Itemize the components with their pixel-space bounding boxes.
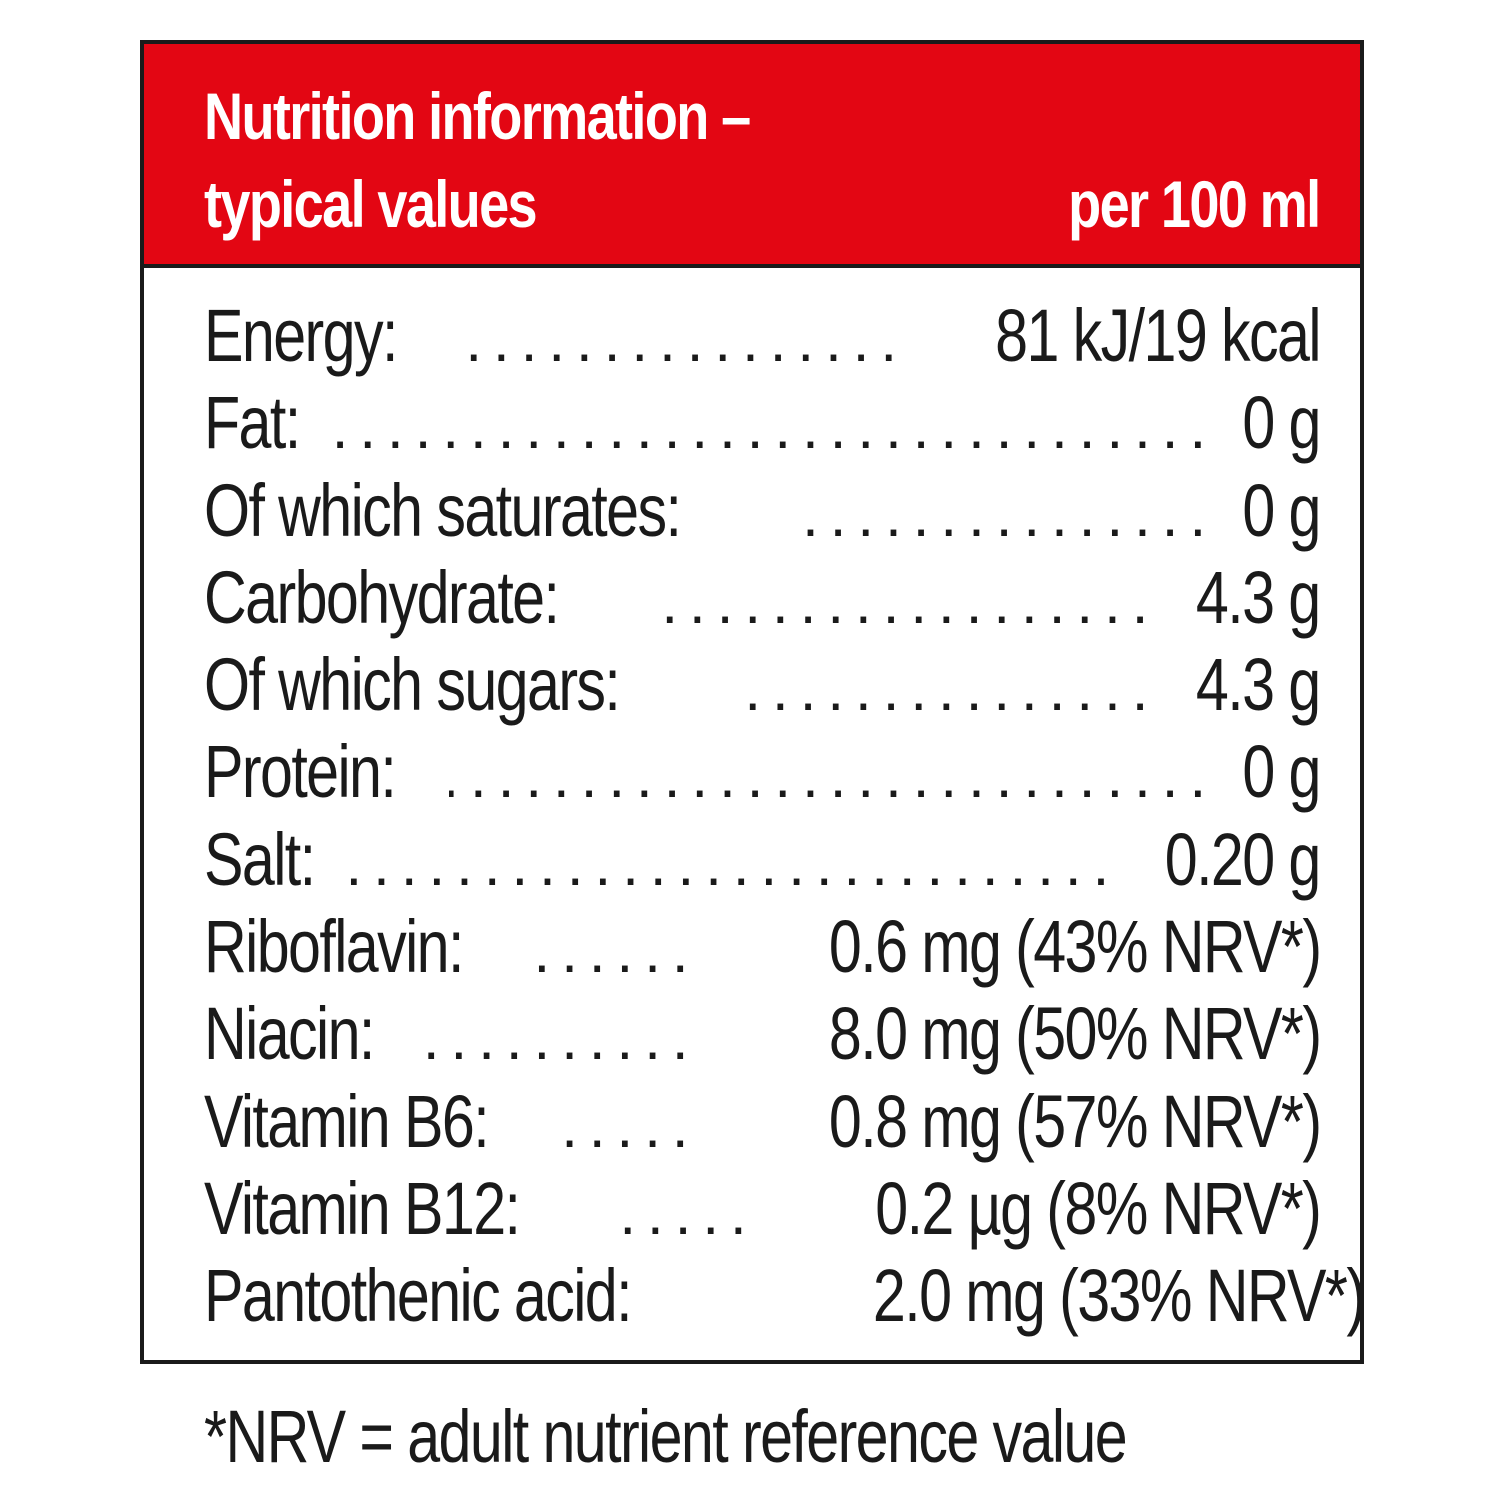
- row-value: 0.8 mg (57% NRV*): [828, 1079, 1321, 1163]
- row-value: 81 kJ/19 kcal: [995, 294, 1321, 377]
- dot-leader: ........................................…: [449, 743, 1218, 811]
- row-label: Vitamin B12:: [204, 1166, 521, 1250]
- row-label: Protein:: [204, 730, 397, 814]
- row-value: 0 g: [1242, 730, 1322, 814]
- row-label: Niacin:: [204, 992, 375, 1076]
- dot-leader: ........................................…: [565, 1092, 700, 1160]
- row-value: 0 g: [1242, 468, 1322, 552]
- nutrition-row-vitamin-b12: Vitamin B12: ...........................…: [204, 1165, 1322, 1252]
- nutrition-panel: Nutrition information – typical values p…: [140, 40, 1366, 1364]
- row-label: Vitamin B6:: [204, 1079, 490, 1163]
- row-label: Salt:: [204, 817, 316, 901]
- row-value: 4.3 g: [1196, 555, 1321, 639]
- nutrition-row-carbohydrate: Carbohydrate: ..........................…: [204, 554, 1322, 641]
- dot-leader: ........................................…: [329, 394, 1218, 462]
- nutrition-row-riboflavin: Riboflavin: ............................…: [204, 903, 1322, 990]
- header-title-line1: Nutrition information –: [204, 79, 751, 153]
- row-label: Of which sugars:: [204, 643, 621, 727]
- nutrition-row-vitamin-b6: Vitamin B6: ............................…: [204, 1078, 1322, 1165]
- dot-leader: ........................................…: [652, 568, 1160, 636]
- row-label: Carbohydrate:: [204, 555, 560, 639]
- nutrition-row-fat: Fat: ...................................…: [204, 379, 1322, 466]
- row-value: 0.2 µg (8% NRV*): [874, 1166, 1322, 1250]
- row-value: 0.6 mg (43% NRV*): [828, 905, 1321, 989]
- row-label: Fat:: [204, 381, 301, 465]
- dot-leader: ........................................…: [451, 307, 909, 374]
- row-value: 2.0 mg (33% NRV*): [872, 1254, 1366, 1338]
- nutrition-row-niacin: Niacin: ................................…: [204, 990, 1322, 1077]
- row-label: Energy:: [204, 294, 398, 377]
- dot-leader: ........................................…: [729, 656, 1160, 724]
- nutrition-row-sugars: Of which sugars: .......................…: [204, 641, 1322, 728]
- row-value: 8.0 mg (50% NRV*): [828, 992, 1321, 1076]
- header-title: Nutrition information – typical values: [204, 72, 794, 248]
- row-label: Of which saturates:: [204, 468, 682, 552]
- nutrition-row-salt: Salt: ..................................…: [204, 816, 1322, 903]
- dot-leader: ........................................…: [348, 830, 1121, 898]
- nutrition-row-protein: Protein: ...............................…: [204, 728, 1322, 815]
- nutrition-row-pantothenic-acid: Pantothenic acid: ......................…: [204, 1252, 1366, 1339]
- nutrition-rows: Energy: ................................…: [204, 292, 1366, 1340]
- row-value: 0 g: [1242, 381, 1322, 465]
- nrv-footnote: *NRV = adult nutrient reference value: [204, 1395, 1128, 1478]
- header-per-unit: per 100 ml: [1068, 167, 1322, 241]
- nutrition-header: Nutrition information – typical values p…: [144, 44, 1360, 268]
- dot-leader: ........................................…: [422, 1005, 700, 1073]
- row-label: Riboflavin:: [204, 905, 464, 989]
- row-label: Pantothenic acid:: [204, 1254, 633, 1338]
- dot-leader: ........................................…: [533, 918, 700, 986]
- row-value: 0.20 g: [1165, 817, 1322, 901]
- header-title-line2: typical values: [204, 167, 538, 241]
- dot-leader: ........................................…: [805, 481, 1218, 549]
- nutrition-row-energy: Energy: ................................…: [204, 292, 1322, 379]
- dot-leader: ........................................…: [604, 1179, 758, 1247]
- row-value: 4.3 g: [1196, 643, 1321, 727]
- nutrition-row-saturates: Of which saturates: ....................…: [204, 467, 1322, 554]
